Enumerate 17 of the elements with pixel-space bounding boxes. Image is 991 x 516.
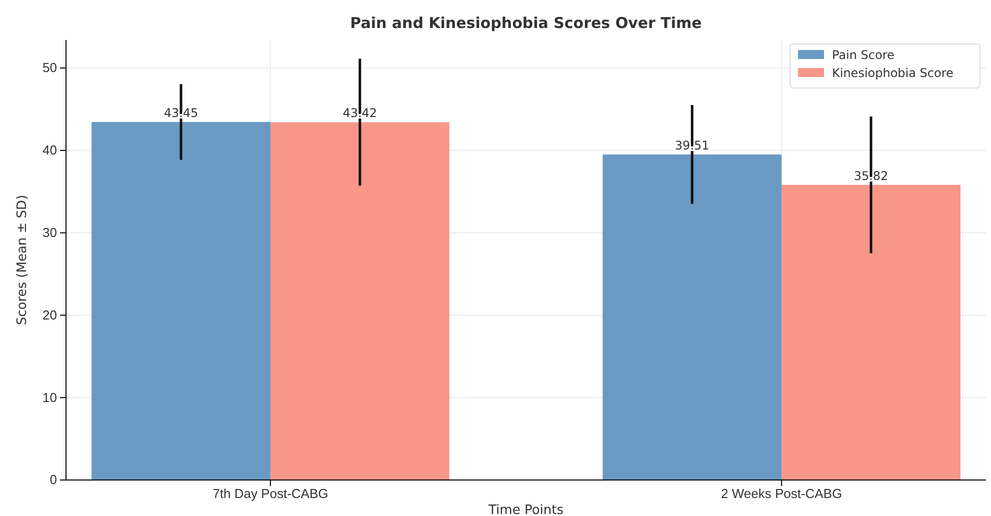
bar bbox=[782, 184, 960, 480]
bar bbox=[602, 154, 782, 480]
y-tick-label: 0 bbox=[50, 472, 57, 488]
y-axis-title: Scores (Mean ± SD) bbox=[15, 194, 30, 326]
y-tick-label: 40 bbox=[42, 142, 57, 158]
y-tick-label: 20 bbox=[42, 307, 57, 322]
y-tick-label: 30 bbox=[42, 224, 57, 240]
y-tick-label: 50 bbox=[42, 60, 57, 76]
legend-label: Kinesiophobia Score bbox=[832, 66, 954, 80]
x-tick-label: 7th Day Post-CABG bbox=[212, 486, 328, 502]
bar bbox=[92, 122, 270, 480]
x-tick-label: 2 Weeks Post-CABG bbox=[720, 486, 842, 502]
legend-label: Pain Score bbox=[832, 48, 894, 62]
y-tick-label: 10 bbox=[42, 390, 57, 405]
x-axis-title: Time Points bbox=[488, 503, 564, 516]
bar bbox=[270, 122, 450, 480]
chart-title: Pain and Kinesiophobia Scores Over Time bbox=[350, 14, 702, 32]
